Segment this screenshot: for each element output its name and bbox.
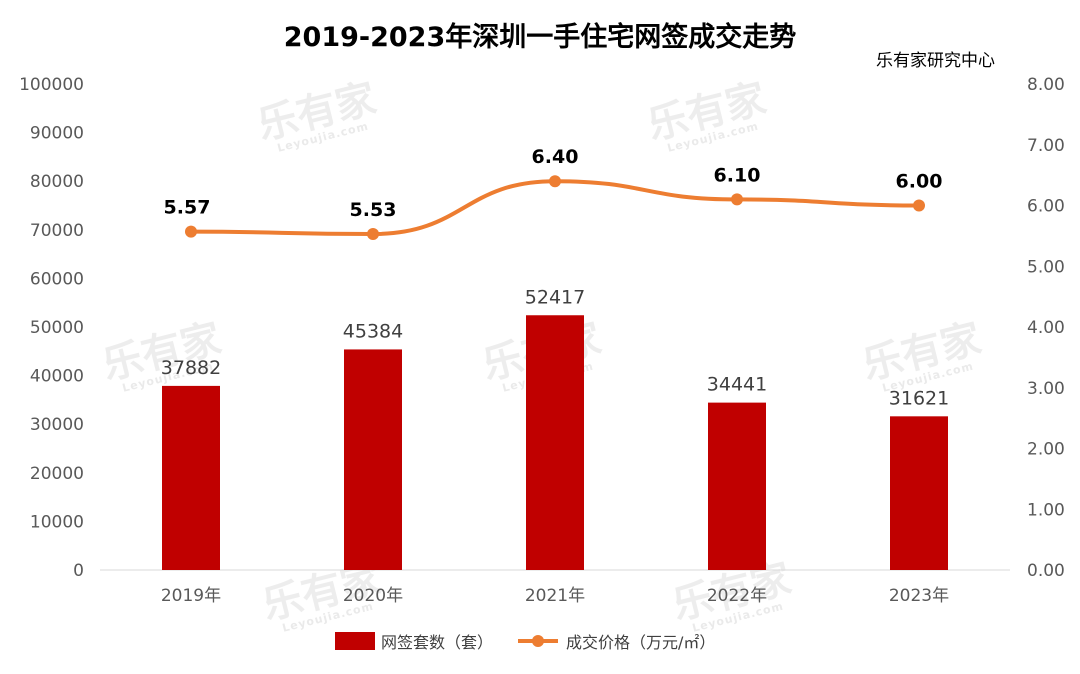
legend-label-bar: 网签套数（套） — [381, 633, 493, 652]
left-axis-tick-label: 10000 — [30, 512, 84, 532]
left-axis-tick-label: 70000 — [30, 221, 84, 241]
x-axis-tick-label: 2021年 — [525, 586, 585, 606]
bar — [162, 385, 220, 570]
bar-data-label: 45384 — [343, 320, 403, 342]
line-point — [731, 193, 743, 206]
left-axis-tick-label: 90000 — [30, 124, 84, 144]
right-axis-tick-label: 2.00 — [1027, 440, 1065, 460]
bar-labels: 37882 45384 52417 34441 31621 — [161, 286, 949, 409]
left-axis-tick-label: 0 — [73, 561, 84, 581]
bar — [526, 315, 584, 570]
legend-label-line: 成交价格（万元/㎡） — [566, 633, 715, 652]
legend-swatch-marker — [532, 635, 544, 647]
bar-data-label: 37882 — [161, 357, 221, 379]
chart-title: 2019-2023年深圳一手住宅网签成交走势 — [284, 21, 797, 53]
line-point — [549, 175, 561, 188]
right-axis-tick-label: 6.00 — [1027, 197, 1065, 217]
x-axis-tick-label: 2022年 — [707, 586, 767, 606]
bar — [344, 349, 402, 570]
line-point — [913, 199, 925, 212]
right-axis-tick-label: 8.00 — [1027, 75, 1065, 95]
x-axis: 2019年 2020年 2021年 2022年 2023年 — [161, 586, 949, 606]
right-axis-tick-label: 7.00 — [1027, 136, 1065, 156]
left-axis: 0 10000 20000 30000 40000 50000 60000 70000 8000… — [19, 75, 84, 581]
line-data-label: 6.00 — [896, 171, 943, 193]
legend: 网签套数（套） 成交价格（万元/㎡） — [335, 632, 715, 652]
line-point — [367, 228, 379, 241]
left-axis-tick-label: 60000 — [30, 269, 84, 289]
left-axis-tick-label: 100000 — [19, 75, 84, 95]
right-axis-tick-label: 4.00 — [1027, 318, 1065, 338]
left-axis-tick-label: 30000 — [30, 415, 84, 435]
right-axis: 0.00 1.00 2.00 3.00 4.00 5.00 6.00 7.00 8.00 — [1027, 75, 1065, 581]
right-axis-tick-label: 5.00 — [1027, 257, 1065, 277]
line-data-label: 5.53 — [350, 199, 397, 221]
x-axis-tick-label: 2023年 — [889, 586, 949, 606]
right-axis-tick-label: 0.00 — [1027, 561, 1065, 581]
right-axis-tick-label: 3.00 — [1027, 379, 1065, 399]
line-point — [185, 225, 197, 238]
line-data-label: 6.10 — [714, 164, 761, 186]
bar-data-label: 52417 — [525, 286, 585, 308]
bar — [890, 416, 948, 570]
bar-series — [162, 315, 948, 570]
bar-data-label: 34441 — [707, 374, 767, 396]
right-axis-tick-label: 1.00 — [1027, 500, 1065, 520]
left-axis-tick-label: 80000 — [30, 172, 84, 192]
x-axis-tick-label: 2020年 — [343, 586, 403, 606]
left-axis-tick-label: 20000 — [30, 464, 84, 484]
left-axis-tick-label: 50000 — [30, 318, 84, 338]
line-labels: 5.57 5.53 6.40 6.10 6.00 — [164, 146, 943, 221]
chart-source: 乐有家研究中心 — [876, 51, 995, 71]
line-series — [185, 175, 925, 241]
left-axis-tick-label: 40000 — [30, 367, 84, 387]
line-data-label: 5.57 — [164, 197, 211, 219]
bar — [708, 402, 766, 570]
legend-swatch-bar — [335, 632, 375, 650]
x-axis-tick-label: 2019年 — [161, 586, 221, 606]
price-line — [189, 179, 921, 237]
line-data-label: 6.40 — [532, 146, 579, 168]
bar-data-label: 31621 — [889, 387, 949, 409]
